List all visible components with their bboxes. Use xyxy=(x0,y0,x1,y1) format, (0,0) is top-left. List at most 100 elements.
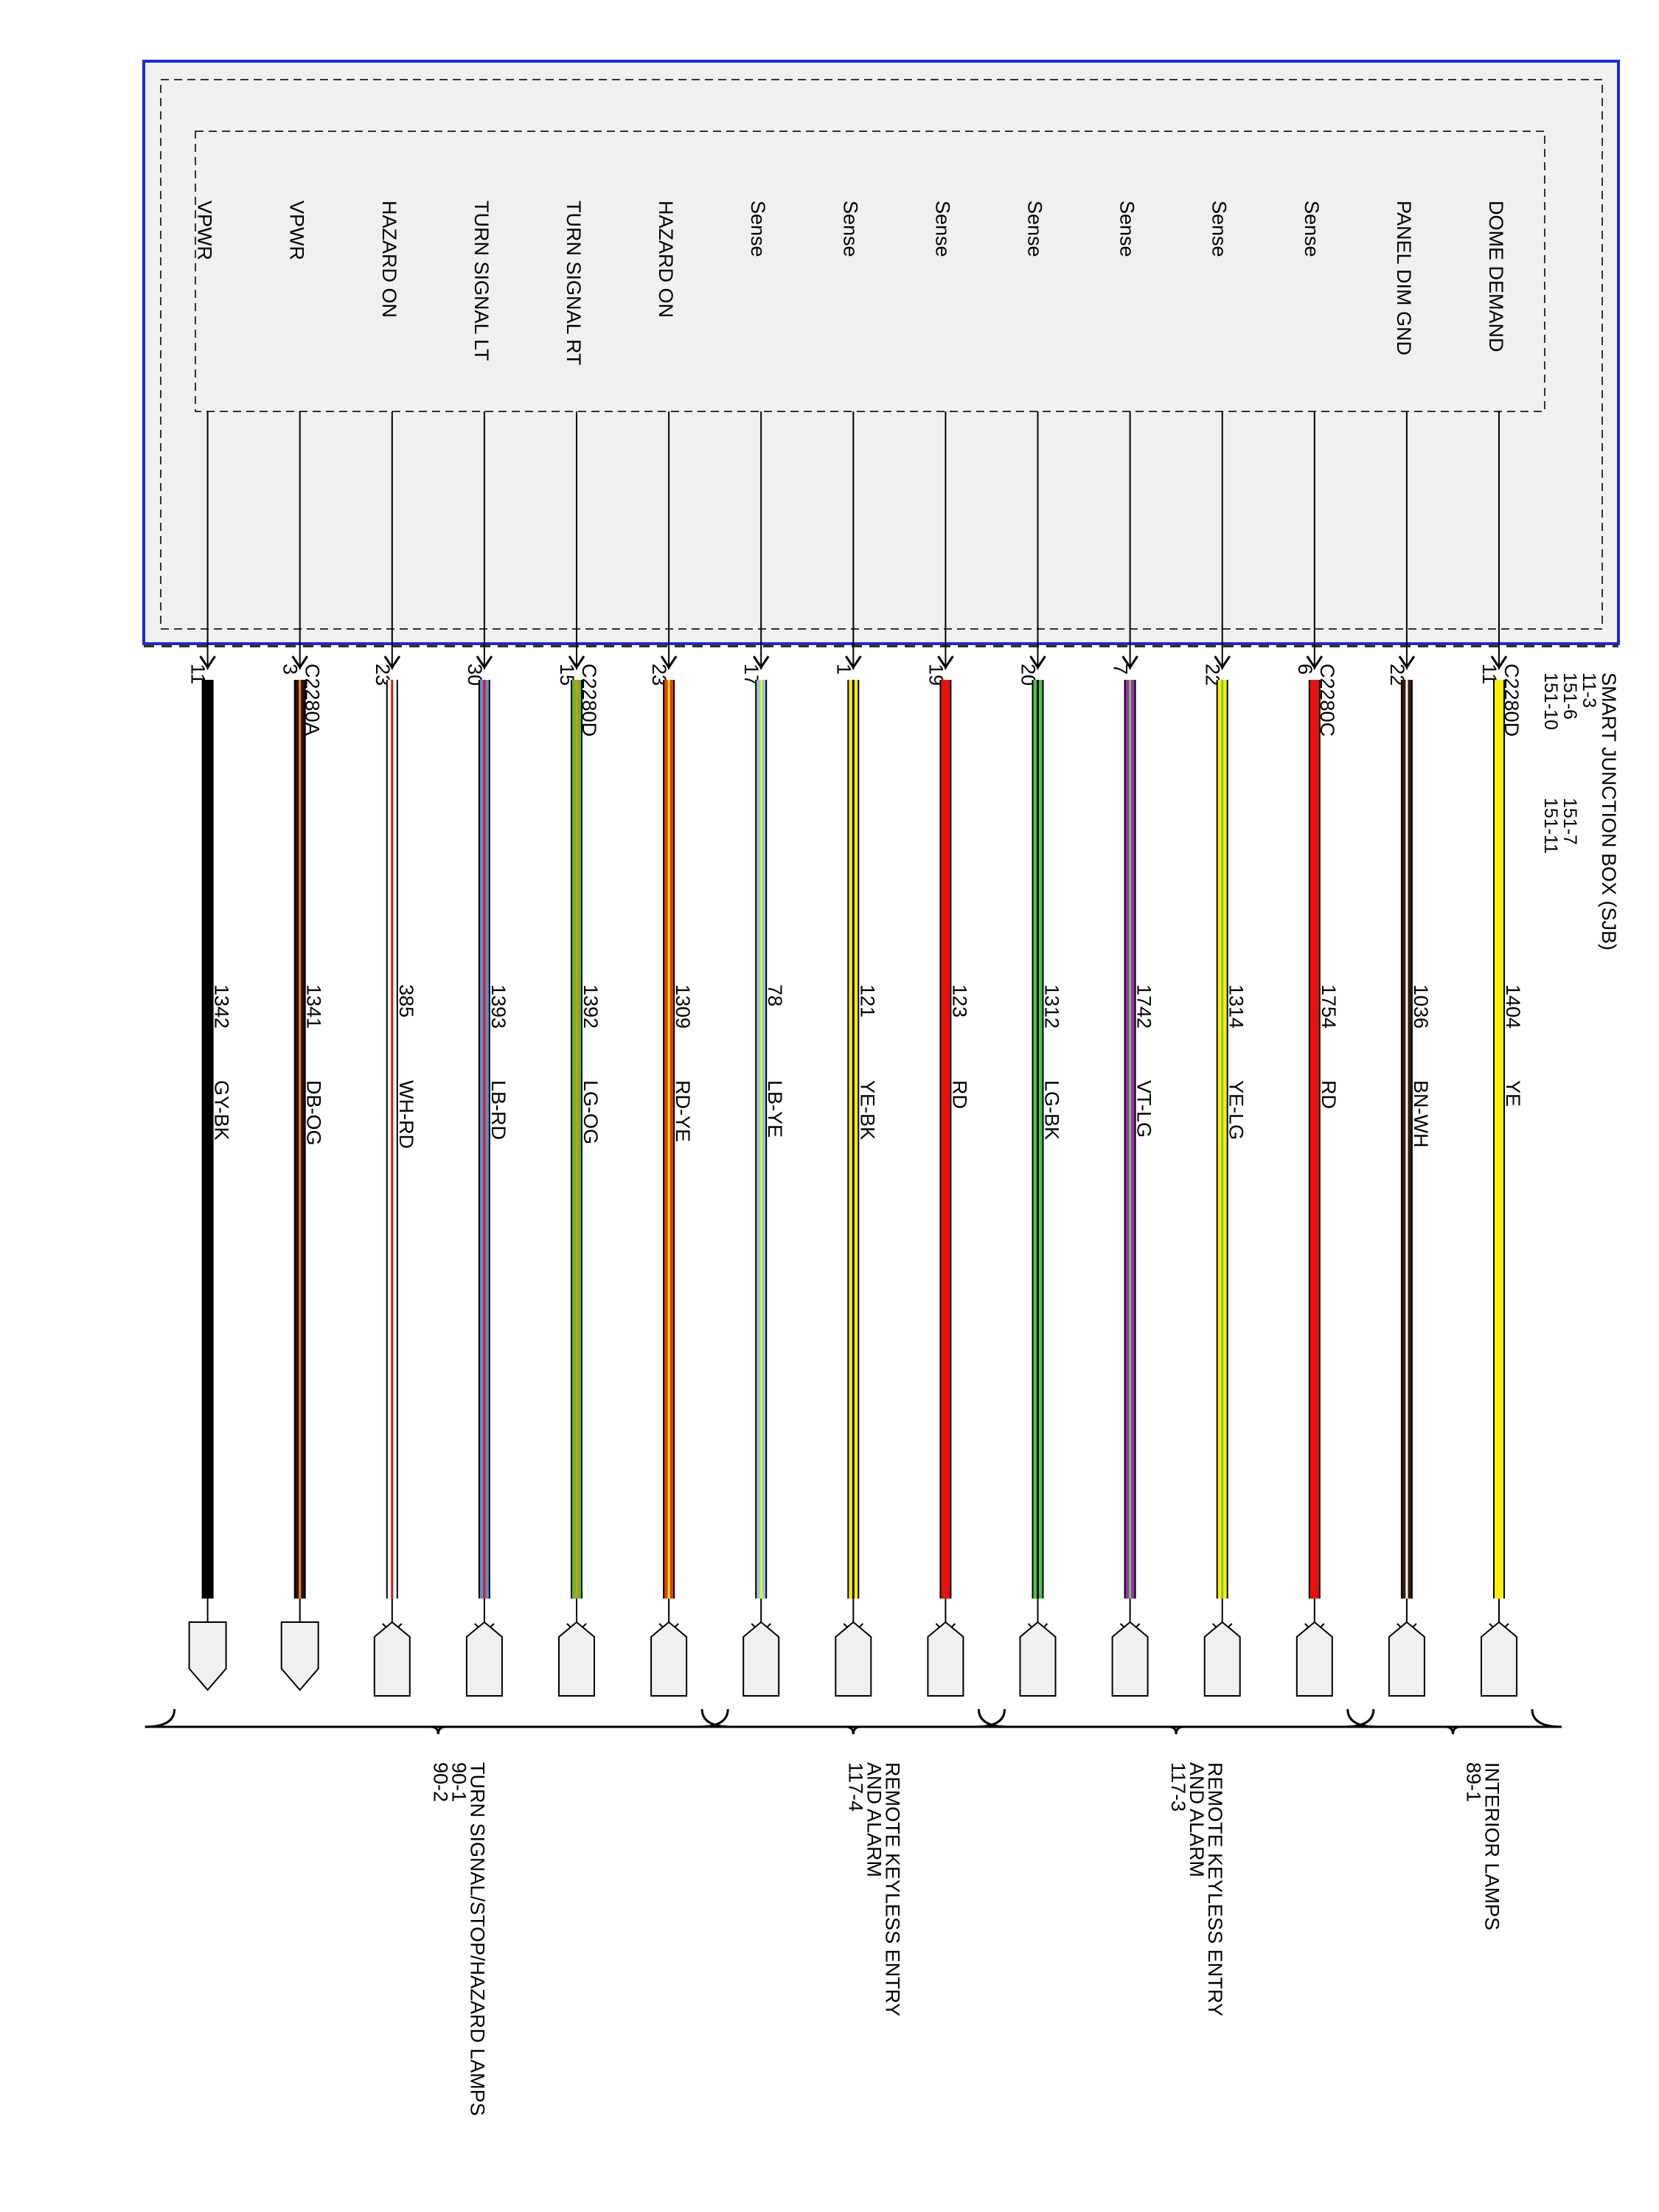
connector-arrow xyxy=(752,655,770,669)
terminal-connector xyxy=(558,1621,595,1697)
wire-color-code: LG-BK xyxy=(1041,1080,1063,1140)
group-label-line: 117-3 xyxy=(1167,1762,1189,1812)
wire-stripe xyxy=(299,680,302,1599)
group-bracket xyxy=(1343,1708,1562,1735)
wire-stripe xyxy=(1037,680,1039,1599)
module-title: SMART JUNCTION BOX (SJB) xyxy=(1598,672,1620,950)
terminal-connector xyxy=(835,1621,872,1697)
connector-arrow xyxy=(383,655,401,669)
pin-label: VPWR xyxy=(194,201,216,260)
pin-number: 3 xyxy=(279,664,302,675)
connector-arrow xyxy=(1121,655,1138,669)
wire-fill xyxy=(1310,680,1319,1599)
pin-label: Sense xyxy=(931,201,953,257)
wire-stripe xyxy=(483,680,486,1599)
group-bracket xyxy=(975,1708,1377,1735)
group-label-line: 90-1 xyxy=(448,1762,470,1802)
wire-color-code: YE-BK xyxy=(856,1080,878,1140)
circuit-number: 123 xyxy=(948,984,970,1018)
connector-arrow xyxy=(291,655,308,669)
wire-stripe xyxy=(391,680,394,1599)
sjb-module-box xyxy=(142,60,1620,645)
group-label-line: REMOTE KEYLESS ENTRY xyxy=(881,1762,903,2017)
wire-stripe xyxy=(759,680,762,1599)
group-label-line: TURN SIGNAL/STOP/HAZARD LAMPS xyxy=(466,1762,488,2116)
pin-label: HAZARD ON xyxy=(378,201,400,318)
group-label-line: 90-2 xyxy=(429,1762,451,1802)
pin-label: DOME DEMAND xyxy=(1485,201,1507,352)
wire-stripe xyxy=(667,680,670,1599)
connector-arrow xyxy=(1214,655,1231,669)
group-label-line: AND ALARM xyxy=(1186,1762,1208,1877)
pin-label: Sense xyxy=(839,201,861,257)
connector-arrow xyxy=(199,655,216,669)
connector-arrow xyxy=(845,655,862,669)
group-label-line: 117-4 xyxy=(844,1762,866,1812)
connector-arrow xyxy=(660,655,678,669)
pin-label: VPWR xyxy=(286,201,308,260)
circuit-1742: Sense 7 1742 VT-LG xyxy=(1110,201,1155,1697)
wire-color-code: LG-OG xyxy=(580,1080,602,1144)
terminal-connector xyxy=(1019,1621,1057,1697)
wire-stripe xyxy=(575,680,578,1599)
pin-label: PANEL DIM GND xyxy=(1393,201,1415,355)
circuit-number: 1342 xyxy=(211,984,233,1029)
wire-color-code: RD xyxy=(1318,1080,1340,1109)
terminal-connector xyxy=(650,1621,688,1697)
terminal-connector xyxy=(1481,1621,1517,1697)
wire-color-code: VT-LG xyxy=(1133,1080,1155,1138)
circuit-number: 78 xyxy=(764,984,786,1006)
circuit-number: 1392 xyxy=(580,984,602,1029)
terminal-connector xyxy=(1111,1621,1149,1697)
terminal-connector xyxy=(188,1621,227,1691)
group-label-line: INTERIOR LAMPS xyxy=(1481,1762,1503,1930)
circuit-number: 1036 xyxy=(1410,984,1432,1029)
terminal-connector xyxy=(742,1621,780,1697)
group-bracket xyxy=(698,1708,1009,1735)
terminal-connector xyxy=(373,1621,411,1697)
wire-color-code: WH-RD xyxy=(395,1080,417,1149)
pin-label: Sense xyxy=(747,201,769,257)
circuit-number: 1404 xyxy=(1502,984,1524,1029)
wire-color-code: BN-WH xyxy=(1410,1080,1432,1147)
terminal-connector xyxy=(1295,1621,1333,1697)
wire-stripe xyxy=(1221,680,1224,1599)
circuit-number: 1309 xyxy=(672,984,694,1029)
module-title-block: SMART JUNCTION BOX (SJB) 11-3 151-6 151-… xyxy=(1540,672,1620,950)
sjb-inner-dashed-outer xyxy=(160,79,1603,630)
wire-color-code: LB-YE xyxy=(764,1080,786,1138)
connector-arrow xyxy=(476,655,493,669)
pin-label: Sense xyxy=(1208,201,1231,257)
connector-arrow xyxy=(1490,655,1508,669)
pin-label: Sense xyxy=(1024,201,1046,257)
terminal-connector xyxy=(280,1621,319,1691)
wire-color-code: YE xyxy=(1502,1080,1524,1107)
wire-fill xyxy=(941,680,950,1599)
circuit-121: Sense 1 121 YE-BK xyxy=(832,201,878,1697)
terminal-connector xyxy=(927,1621,964,1697)
wire-stripe xyxy=(852,680,855,1599)
pin-number: 7 xyxy=(1110,664,1132,675)
wire-fill xyxy=(1495,680,1503,1599)
group-label-line: AND ALARM xyxy=(863,1762,885,1877)
module-ref-2: 151-6 xyxy=(1559,672,1580,720)
circuit-number: 385 xyxy=(395,984,417,1018)
module-ref-5: 151-11 xyxy=(1540,798,1561,854)
group-label-line: REMOTE KEYLESS ENTRY xyxy=(1204,1762,1226,2017)
circuit-number: 1754 xyxy=(1318,984,1340,1029)
wire-color-code: YE-LG xyxy=(1225,1080,1248,1140)
